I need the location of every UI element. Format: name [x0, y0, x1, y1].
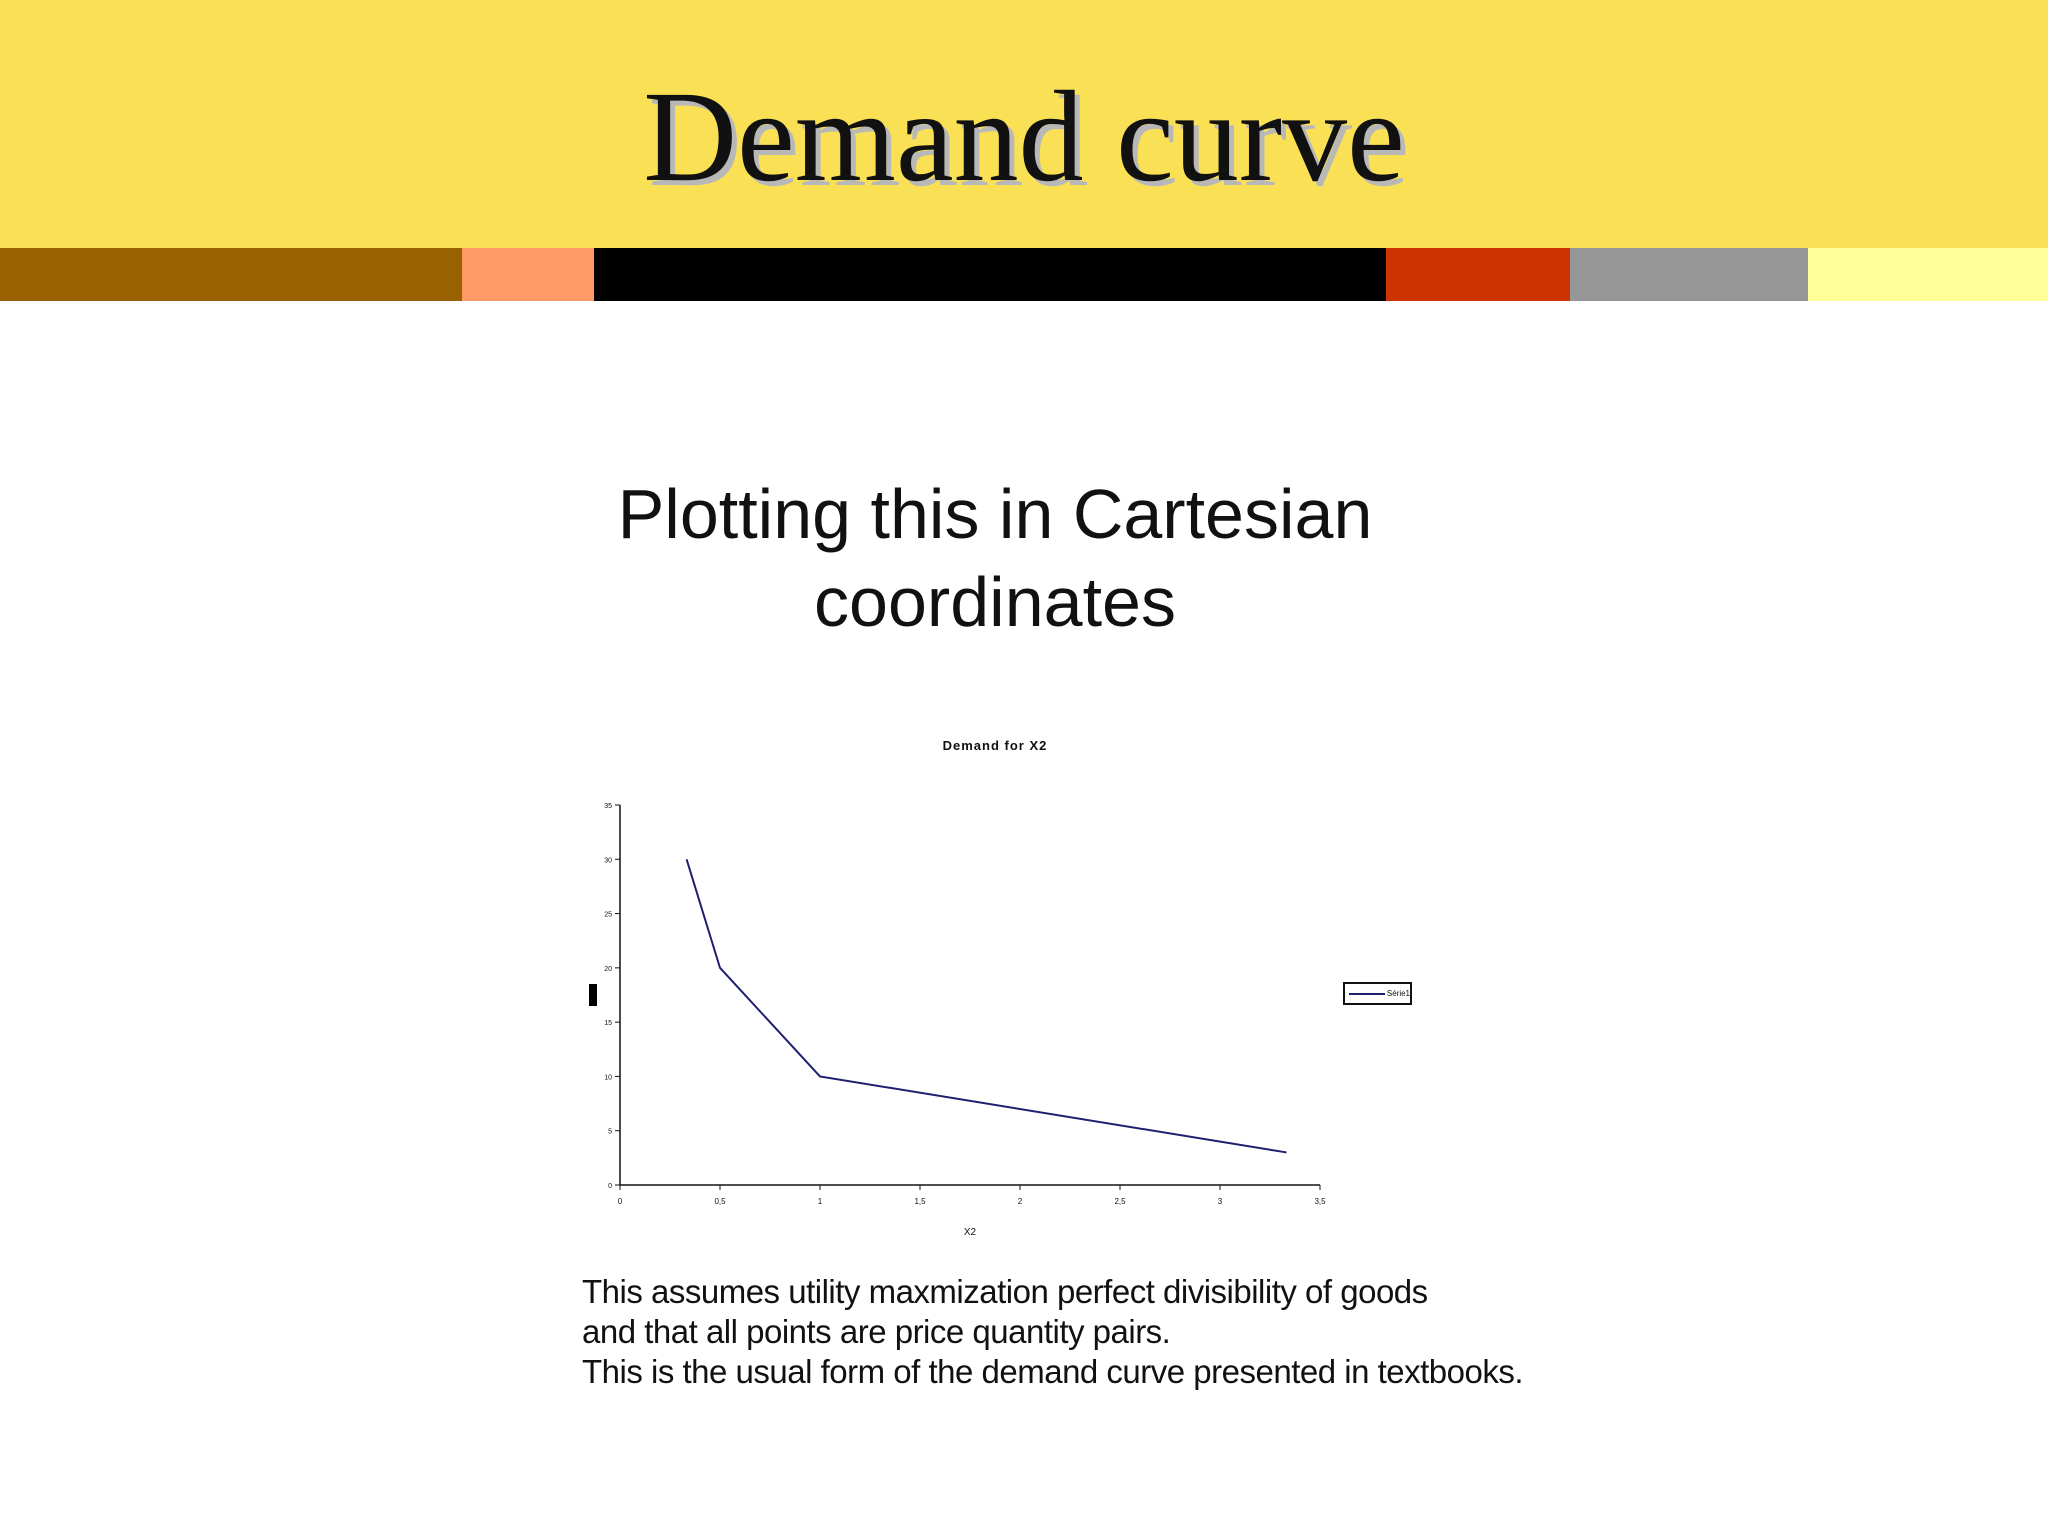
stripe-segment-gray: [1570, 248, 1808, 301]
subtitle-line: Plotting this in Cartesian: [617, 475, 1373, 553]
stripe-segment-salmon: [462, 248, 594, 301]
chart-legend: Série1: [1343, 982, 1412, 1005]
x-tick-label: 3: [1218, 1197, 1223, 1206]
caption-text: This assumes utility maxmization perfect…: [582, 1272, 1782, 1392]
caption-line: This assumes utility maxmization perfect…: [582, 1273, 1428, 1310]
x-axis: 0 0,5 1 1,5 2 2,5 3 3,5: [618, 1184, 1326, 1206]
x-tick-label: 1: [818, 1197, 823, 1206]
x-tick-label: 0,5: [714, 1197, 726, 1206]
legend-label: Série1: [1386, 989, 1410, 998]
caption-line: This is the usual form of the demand cur…: [582, 1353, 1524, 1390]
y-tick-label: 30: [604, 857, 612, 864]
y-tick-label: 20: [604, 966, 612, 973]
y-tick-label: 15: [604, 1020, 612, 1027]
slide-subtitle: Plotting this in Cartesian coordinates: [500, 470, 1490, 646]
stripe-segment-pale-yellow: [1808, 248, 2048, 301]
slide-title: Demand curve: [643, 65, 1405, 209]
x-tick-label: 1,5: [914, 1197, 926, 1206]
demand-chart: 0 5 10 15 20 25 30 35 0 0,5 1 1,5 2 2,5 3 3,5 X2: [604, 803, 1326, 1238]
stripe-segment-red: [1386, 248, 1570, 301]
y-tick-label: 0: [608, 1183, 612, 1190]
x-tick-label: 2,5: [1114, 1197, 1126, 1206]
chart-title: Demand for X2: [942, 738, 1048, 753]
x-tick-label: 2: [1018, 1197, 1023, 1206]
title-banner: Demand curve: [0, 0, 2048, 248]
x-tick-label: 3,5: [1314, 1197, 1326, 1206]
legend-swatch: [1349, 992, 1385, 995]
y-axis-marker: [589, 984, 597, 1006]
y-tick-label: 35: [604, 803, 612, 810]
series-line: [685, 858, 1287, 1154]
y-axis: 0 5 10 15 20 25 30 35: [604, 803, 621, 1190]
stripe-segment-brown: [0, 248, 462, 301]
y-tick-label: 25: [604, 912, 612, 919]
x-axis-label: X2: [964, 1227, 977, 1238]
caption-line: and that all points are price quantity p…: [582, 1313, 1171, 1350]
y-tick-label: 5: [608, 1129, 612, 1136]
x-tick-label: 0: [618, 1197, 623, 1206]
stripe-segment-black: [594, 248, 1386, 301]
color-stripe-bar: [0, 248, 2048, 301]
y-tick-label: 10: [604, 1074, 612, 1081]
subtitle-line: coordinates: [814, 563, 1176, 641]
series-layer: [685, 858, 1287, 1154]
